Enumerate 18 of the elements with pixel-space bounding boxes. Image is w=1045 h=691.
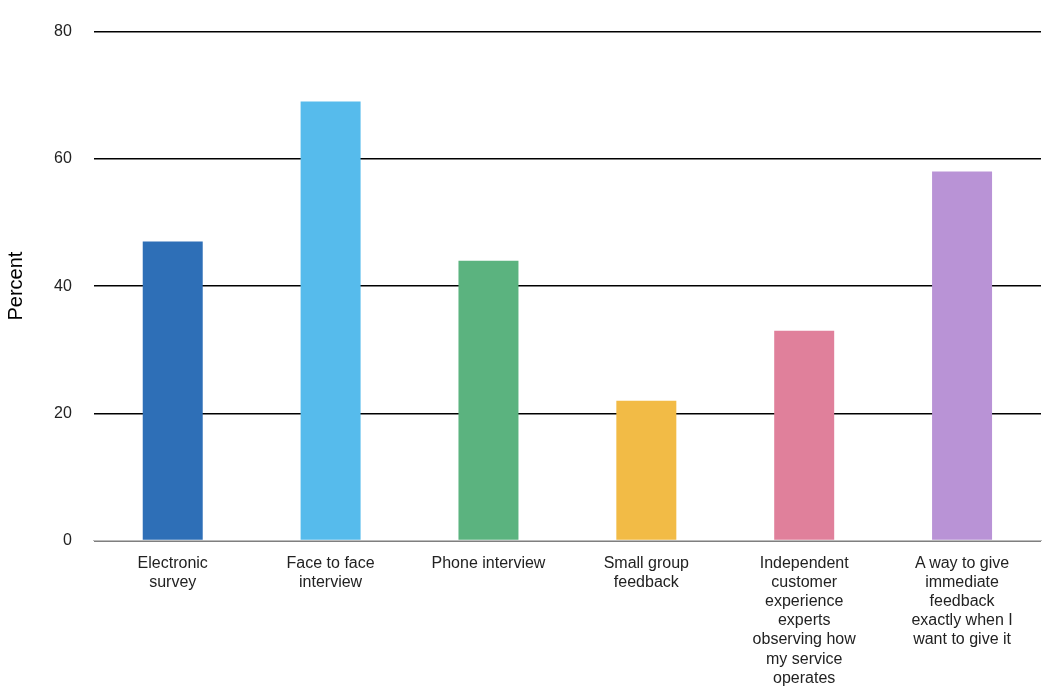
bar xyxy=(300,101,361,540)
y-tick-label: 0 xyxy=(62,531,72,549)
y-axis-title: Percent xyxy=(3,251,26,321)
x-tick-label: Face to face interview xyxy=(286,553,375,590)
x-tick-label: Independent customer experience experts observing how my service operates xyxy=(752,553,857,686)
y-tick-label: 60 xyxy=(54,149,72,167)
x-tick-label: Electronic survey xyxy=(137,553,208,590)
y-tick-label: 20 xyxy=(54,403,72,421)
bar xyxy=(932,171,993,540)
bar xyxy=(616,400,677,540)
bar xyxy=(142,241,203,540)
x-tick-label: A way to give immediate feedback exactly when I want to give it xyxy=(911,553,1013,648)
y-tick-label: 80 xyxy=(54,22,72,40)
y-tick-label: 40 xyxy=(54,276,72,294)
x-tick-label: Phone interview xyxy=(431,553,546,571)
bar xyxy=(458,260,519,540)
bar xyxy=(774,330,835,540)
x-tick-label: Small group feedback xyxy=(603,553,690,590)
